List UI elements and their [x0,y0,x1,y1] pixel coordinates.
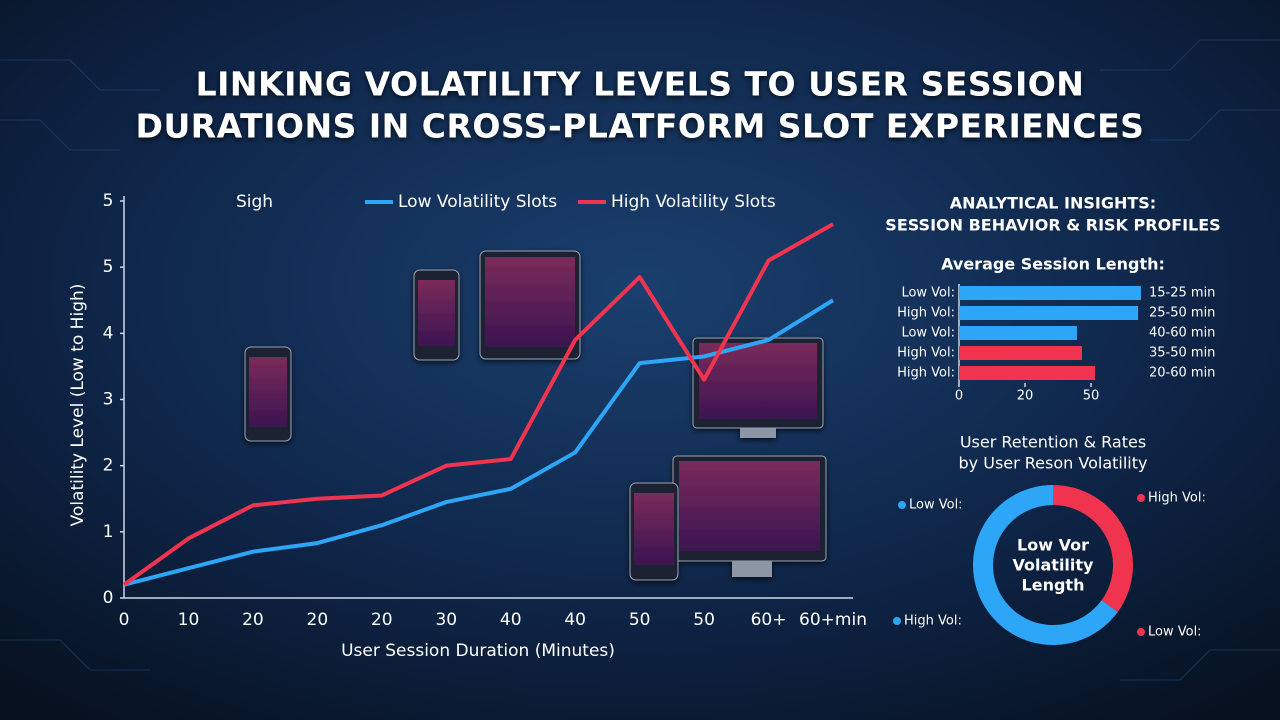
bar-chart-title: Average Session Length: [941,255,1165,274]
x-tick-label: 0 [955,389,963,404]
x-axis-label: User Session Duration (Minutes) [341,641,615,661]
title-line: LINKING VOLATILITY LEVELS TO USER SESSIO… [196,65,1085,104]
panel-heading: SESSION BEHAVIOR & RISK PROFILES [885,216,1220,235]
annotation: Sigh [236,192,273,212]
annotation-dot [893,617,901,625]
annotation-label: Low Vol: [909,498,963,513]
panel-heading: ANALYTICAL INSIGHTS: [950,194,1156,213]
bar-category: High Vol: [897,346,955,361]
legend-label: Low Volatility Slots [398,192,557,212]
bar [959,346,1082,360]
donut-slice [1053,485,1134,613]
bar-category: Low Vol: [901,286,955,301]
x-tick-label: 30 [435,610,457,630]
y-tick-label: 2 [103,456,114,476]
donut-title: by User Reson Volatility [959,454,1148,473]
title-line: DURATIONS IN CROSS-PLATFORM SLOT EXPERIE… [136,107,1145,146]
bar-range-label: 40-60 min [1149,326,1215,341]
annotation-label: Low Vol: [1148,625,1202,640]
bar-range-label: 35-50 min [1149,346,1215,361]
x-tick-label: 50 [629,610,651,630]
x-tick-label: 10 [178,610,200,630]
donut-center-text: Low Vor [1017,536,1089,555]
bar [959,326,1077,340]
donut-title: User Retention & Rates [960,433,1146,452]
bar-category: High Vol: [897,306,955,321]
annotation-label: High Vol: [1148,491,1206,506]
y-tick-label: 0 [103,588,114,608]
legend-label: High Volatility Slots [611,192,776,212]
annotation-label: High Vol: [904,614,962,629]
bar [959,286,1141,300]
x-tick-label: 0 [119,610,130,630]
x-tick-label: 60+ [751,610,787,630]
x-tick-label: 20 [1017,389,1034,404]
donut-center-text: Volatility [1013,556,1095,575]
y-axis-label: Volatility Level (Low to High) [68,284,88,527]
bar-range-label: 20-60 min [1149,366,1215,381]
annotation-dot [1137,494,1145,502]
x-tick-label: 60+min [799,610,867,630]
x-tick-label: 40 [564,610,586,630]
y-tick-label: 5 [103,191,114,211]
bar-range-label: 15-25 min [1149,286,1215,301]
y-tick-label: 3 [103,390,114,410]
bar-range-label: 25-50 min [1149,306,1215,321]
x-tick-label: 50 [1083,389,1100,404]
annotation-dot [1137,628,1145,636]
y-tick-label: 1 [103,522,114,542]
bar [959,366,1095,380]
x-tick-label: 20 [371,610,393,630]
circuit-decoration [0,39,1280,681]
x-tick-label: 20 [242,610,264,630]
x-tick-label: 20 [307,610,329,630]
annotation-dot [898,501,906,509]
data-line [123,298,835,587]
x-tick-label: 50 [693,610,715,630]
y-tick-label: 5 [103,257,114,277]
x-tick-label: 40 [500,610,522,630]
bar-category: Low Vol: [901,326,955,341]
donut-center-text: Length [1022,576,1085,595]
bar-category: High Vol: [897,366,955,381]
data-line [122,222,834,587]
device-illustrations [244,250,827,581]
bar [959,306,1139,320]
y-tick-label: 4 [103,323,114,343]
